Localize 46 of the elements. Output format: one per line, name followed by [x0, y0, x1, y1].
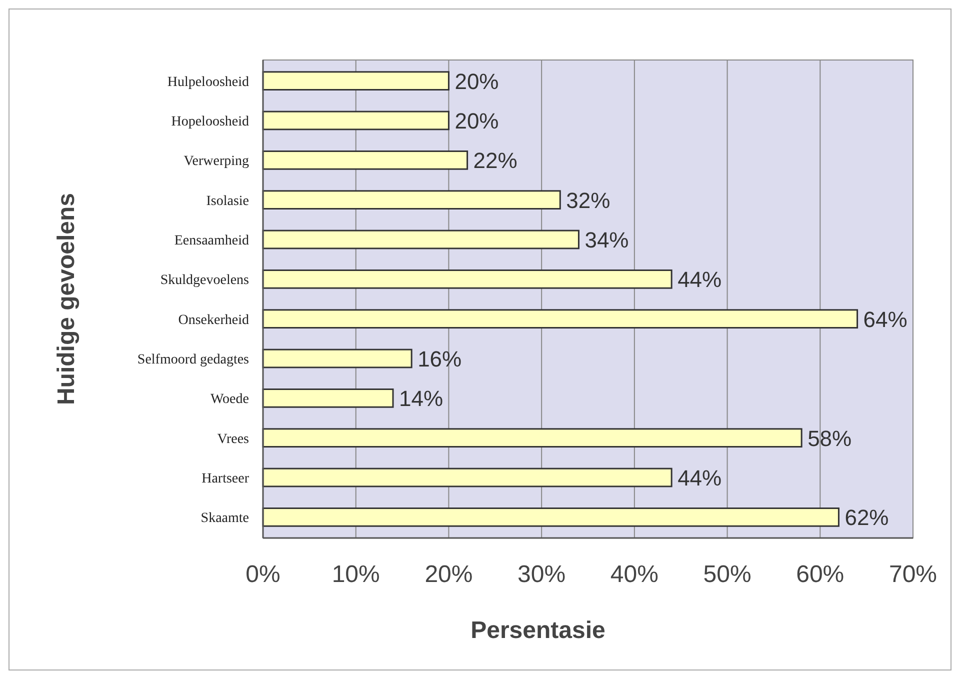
data-label: 22%: [473, 148, 518, 174]
bar: [262, 468, 672, 488]
y-tick-label: Eensaamheid: [174, 234, 249, 248]
y-tick-label: Vrees: [217, 432, 249, 447]
y-tick-label: Woede: [210, 392, 249, 408]
x-axis-title: Persentasie: [470, 617, 606, 644]
y-tick-label: Hopeloosheid: [171, 114, 249, 130]
y-tick-label: Isolasie: [206, 194, 249, 209]
y-tick-label: Onsekerheid: [178, 312, 249, 328]
data-label: 20%: [454, 68, 499, 94]
y-tick-label: Selfmoord gedagtes: [137, 352, 249, 368]
y-tick-label: Verwerping: [184, 154, 249, 170]
y-tick-label: Skaamte: [200, 511, 249, 526]
data-label: 44%: [678, 267, 722, 292]
bar: [262, 388, 394, 408]
x-tick-label: 60%: [796, 561, 844, 588]
data-label: 32%: [566, 188, 610, 213]
x-tick-label: 70%: [888, 561, 938, 588]
bar: [262, 309, 858, 329]
y-tick-label: Hulpeloosheid: [167, 74, 249, 90]
bar: [262, 269, 672, 289]
y-axis-title: Huidige gevoelens: [53, 192, 80, 406]
data-label: 16%: [418, 346, 462, 372]
data-label: 64%: [863, 306, 908, 332]
data-label: 34%: [584, 228, 629, 252]
x-tick-label: 10%: [332, 561, 380, 588]
x-tick-label: 50%: [703, 561, 752, 588]
bar: [262, 508, 840, 527]
x-tick-label: 20%: [424, 561, 473, 588]
y-tick-label: Skuldgevoelens: [160, 273, 249, 288]
bar: [262, 230, 580, 250]
data-label: 14%: [399, 386, 444, 412]
bar: [262, 150, 468, 170]
y-tick-label: Hartseer: [202, 472, 250, 487]
data-label: 20%: [454, 108, 499, 134]
bar: [262, 190, 561, 210]
bar: [262, 428, 802, 448]
bar: [262, 71, 450, 90]
data-label: 62%: [844, 505, 889, 530]
bar: [262, 348, 412, 368]
data-label: 44%: [678, 466, 722, 491]
x-tick-label: 40%: [610, 561, 658, 588]
bar: [262, 110, 450, 130]
x-tick-label: 30%: [518, 561, 566, 588]
x-tick-label: 0%: [246, 561, 280, 588]
data-label: 58%: [808, 426, 852, 451]
